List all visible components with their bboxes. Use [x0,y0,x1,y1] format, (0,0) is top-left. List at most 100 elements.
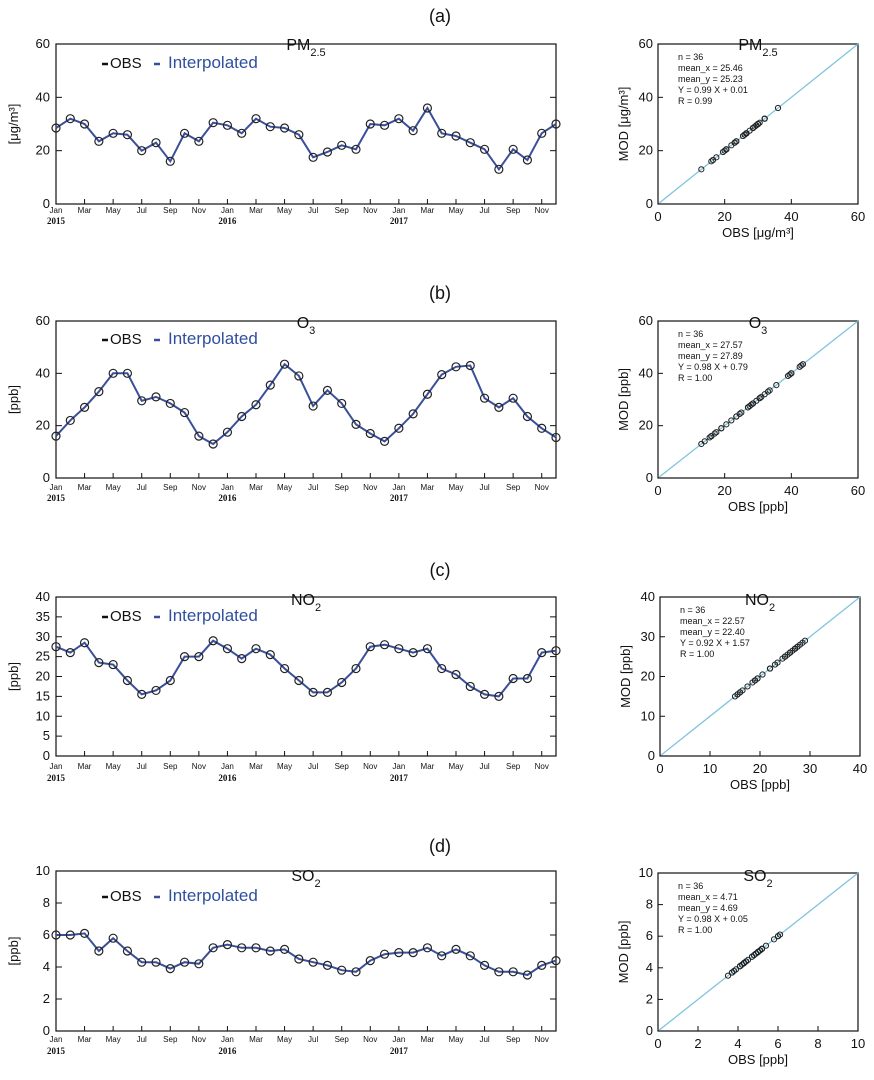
x-tick-label: 60 [851,209,865,224]
obs-point [365,642,375,652]
obs-point [294,675,304,686]
x-tick-label: Mar [421,762,435,771]
obs-point [279,663,290,674]
obs-point [94,657,104,668]
one-to-one-line [657,43,859,205]
obs-point [151,138,161,148]
x-tick-label: 8 [814,1036,821,1051]
x-tick-label: 10 [703,761,717,776]
obs-point [322,960,333,971]
y-tick-label: 20 [639,418,653,433]
obs-point [322,385,333,395]
obs-point [365,955,375,966]
scatter-point [749,679,756,686]
obs-point [365,428,375,439]
scatter-point [754,675,761,682]
y-tick-label: 0 [43,1023,50,1038]
obs-point [408,409,418,419]
x-tick-label: Sep [506,206,521,215]
obs-point [537,648,547,658]
x-tick-label: Nov [192,483,206,492]
x-tick-label: 0 [654,483,661,498]
obs-point [65,648,75,658]
obs-point [94,387,104,397]
scatter-point [770,936,778,943]
obs-point [137,396,147,406]
year-label: 2016 [218,216,237,226]
legend-obs-label: OBS [110,331,142,348]
obs-point [237,411,247,422]
y-tick-label: 20 [36,669,50,684]
x-tick-label: 0 [654,1036,661,1051]
scatter-point [731,139,738,146]
x-tick-label: 20 [753,761,767,776]
scatter-point [701,438,708,445]
y-axis-label: MOD [ppb] [616,921,631,984]
obs-point [394,423,404,433]
x-tick-label: Jul [479,762,489,771]
obs-point [379,120,390,130]
obs-point [408,947,418,958]
y-tick-label: 40 [639,89,653,104]
stat-line: Y = 0.92 X + 1.57 [680,638,750,648]
obs-point [94,136,104,146]
scatter-frame [657,320,859,479]
obs-point [437,663,447,674]
x-tick-label: Mar [249,206,263,215]
x-tick-label: Jan [50,1035,63,1044]
x-axis-label: OBS [μg/m³] [722,225,794,240]
x-tick-label: Mar [249,762,263,771]
stat-line: mean_y = 27.89 [678,351,743,361]
x-tick-label: Jan [50,762,63,771]
obs-point [479,144,490,154]
obs-point [322,687,333,698]
y-tick-label: 30 [641,629,655,644]
year-label: 2017 [390,493,409,503]
obs-point [422,103,433,113]
x-tick-label: 30 [803,761,817,776]
y-tick-label: 2 [43,991,50,1006]
x-tick-label: May [106,483,121,492]
obs-point [508,967,518,977]
obs-point [337,398,347,409]
obs-point [79,638,90,648]
stat-line: R = 0.99 [678,96,712,106]
obs-point [522,411,533,422]
x-tick-label: May [277,762,292,771]
obs-point [151,392,161,402]
x-tick-label: 60 [851,483,865,498]
y-tick-label: 40 [639,365,653,380]
scatter-point [723,146,730,153]
scatter-point [796,641,804,648]
obs-point [265,946,275,956]
scatter-point [723,421,730,428]
scatter-point [761,115,768,122]
scatter-point [736,963,744,970]
year-label: 2016 [218,493,237,503]
scatter-point [789,647,796,654]
obs-point [151,957,161,967]
scatter-point [753,122,760,129]
x-tick-label: Jul [479,483,489,492]
obs-point [551,432,561,443]
x-axis-label: OBS [ppb] [728,499,788,514]
obs-point [208,943,218,953]
obs-point [508,393,518,403]
scatter-point [756,947,764,954]
obs-point [479,393,490,403]
obs-point [465,360,475,371]
obs-point [179,407,190,418]
scatter-point [766,665,774,672]
x-tick-label: Mar [78,483,92,492]
obs-point [51,642,61,652]
year-label: 2015 [47,216,66,226]
x-tick-label: Mar [78,206,92,215]
obs-point [222,644,233,654]
obs-point [465,138,475,148]
scatter-point [762,942,770,949]
y-axis-label: [ppb] [6,662,21,691]
x-tick-label: Sep [163,206,178,215]
obs-point [379,640,390,650]
x-tick-label: May [106,762,121,771]
